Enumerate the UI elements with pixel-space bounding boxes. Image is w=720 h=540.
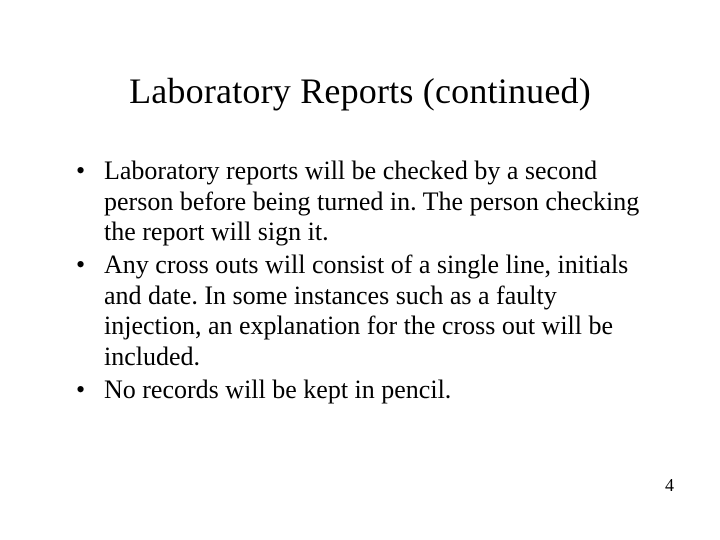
bullet-list: Laboratory reports will be checked by a … — [70, 156, 650, 405]
slide-title: Laboratory Reports (continued) — [70, 70, 650, 112]
slide: Laboratory Reports (continued) Laborator… — [0, 0, 720, 540]
bullet-item: No records will be kept in pencil. — [70, 375, 650, 406]
bullet-item: Any cross outs will consist of a single … — [70, 250, 650, 373]
bullet-item: Laboratory reports will be checked by a … — [70, 156, 650, 248]
page-number: 4 — [665, 475, 674, 496]
